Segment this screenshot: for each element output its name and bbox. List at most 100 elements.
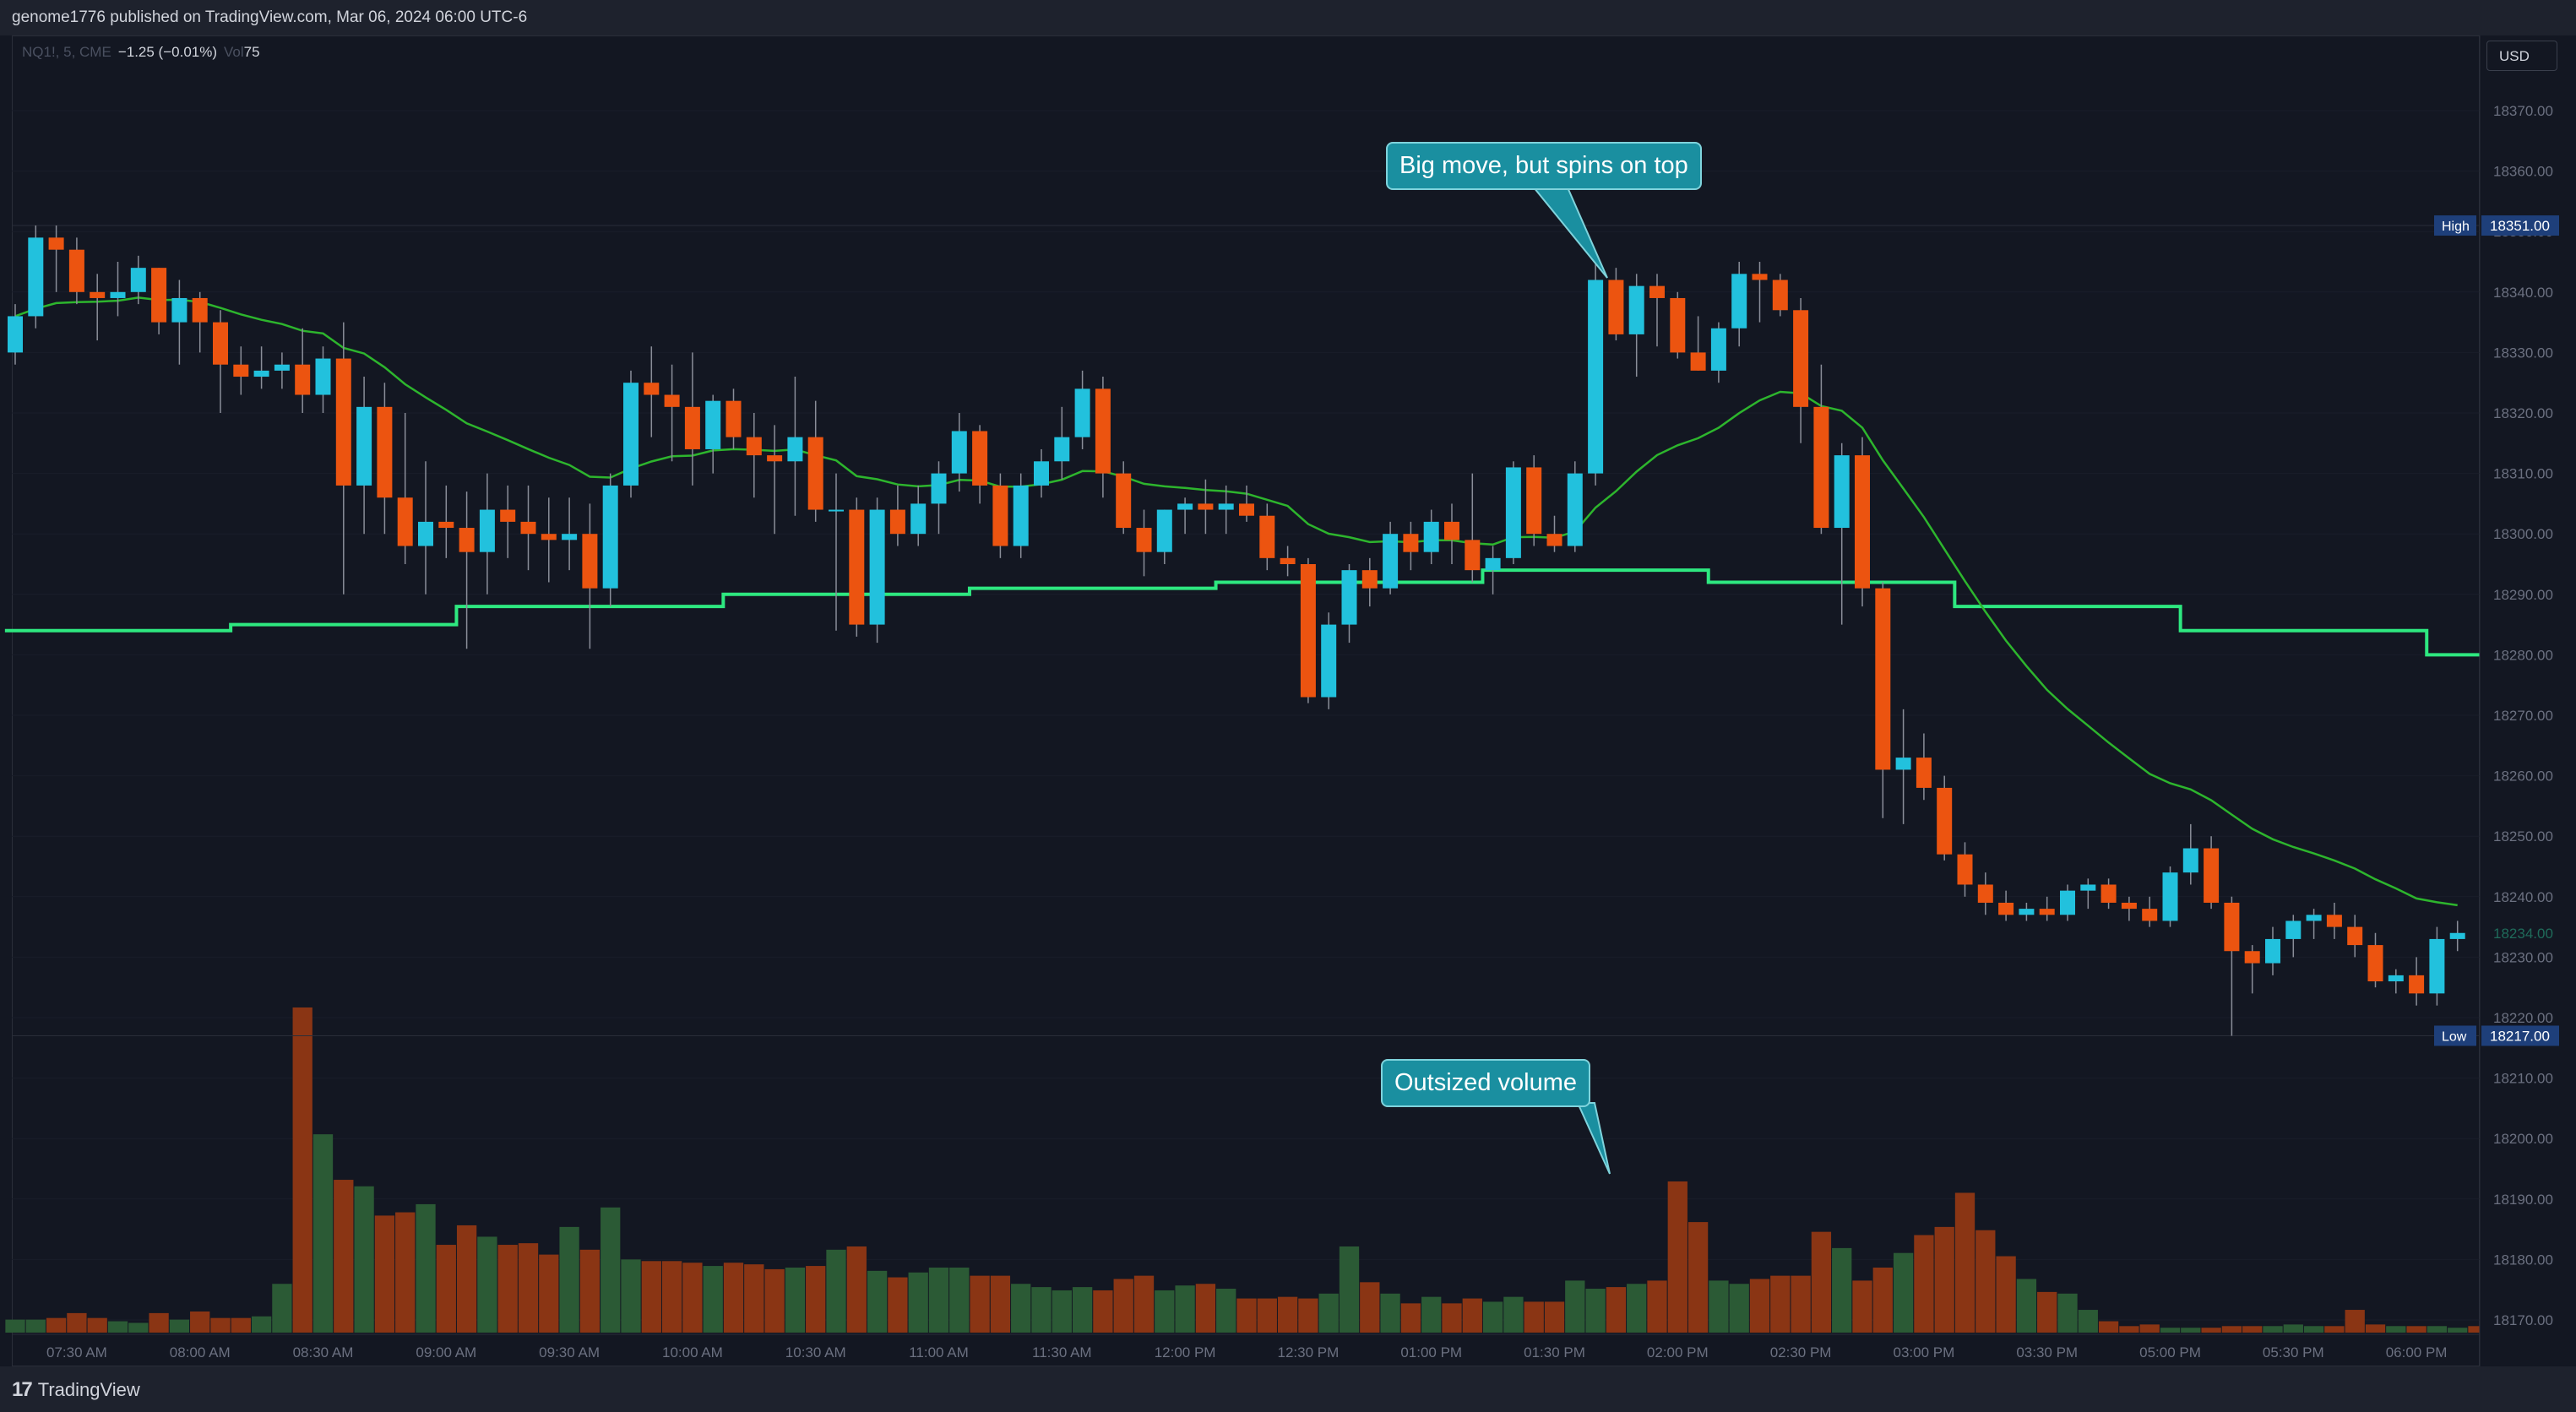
candle-body bbox=[1054, 437, 1070, 462]
candle bbox=[418, 461, 433, 595]
time-tick-label: 07:30 AM bbox=[46, 1344, 107, 1360]
candle bbox=[2080, 878, 2096, 910]
candle bbox=[1977, 872, 1993, 915]
candle-body bbox=[295, 364, 311, 395]
volume-bar bbox=[395, 1212, 416, 1333]
candle bbox=[1526, 455, 1542, 546]
candle bbox=[233, 346, 249, 395]
price-tick-label: 18220.00 bbox=[2493, 1010, 2553, 1026]
candle bbox=[2265, 926, 2280, 975]
candle bbox=[151, 268, 167, 334]
volume-bar bbox=[1380, 1293, 1400, 1333]
candle-body bbox=[233, 364, 249, 377]
annotation-big-move[interactable]: Big move, but spins on top bbox=[1386, 142, 1702, 190]
high-badge-value-box bbox=[2481, 215, 2559, 236]
time-tick-label: 03:30 PM bbox=[2016, 1344, 2078, 1360]
candle bbox=[1444, 503, 1459, 564]
volume-bar bbox=[601, 1207, 621, 1333]
volume-bar bbox=[928, 1268, 949, 1333]
candle-body bbox=[479, 509, 495, 552]
candle-body bbox=[110, 291, 126, 298]
candle bbox=[2162, 866, 2178, 927]
candle bbox=[1074, 370, 1090, 449]
time-tick-label: 08:00 AM bbox=[170, 1344, 231, 1360]
volume-bar bbox=[1318, 1293, 1339, 1333]
candle-body bbox=[1855, 455, 1870, 589]
candle bbox=[438, 485, 454, 558]
volume-bar bbox=[1072, 1287, 1093, 1333]
volume-bar bbox=[292, 1007, 312, 1333]
volume-bar bbox=[2345, 1310, 2365, 1333]
volume-bar bbox=[2427, 1326, 2448, 1333]
candle bbox=[192, 291, 208, 353]
candle-body bbox=[356, 406, 372, 486]
candle-body bbox=[1280, 557, 1296, 564]
volume-bar bbox=[682, 1263, 703, 1333]
candle bbox=[644, 346, 660, 437]
tradingview-brand[interactable]: 17 TradingView bbox=[12, 1378, 140, 1402]
candle-body bbox=[1403, 534, 1419, 552]
time-tick-label: 02:30 PM bbox=[1770, 1344, 1832, 1360]
candle-body bbox=[1998, 902, 2014, 915]
volume-bar bbox=[1852, 1280, 1872, 1333]
candle bbox=[377, 383, 393, 535]
volume-bar bbox=[497, 1245, 518, 1333]
candle bbox=[1649, 274, 1665, 347]
volume-bar bbox=[190, 1311, 210, 1333]
candle bbox=[1690, 316, 1706, 371]
volume-bar bbox=[107, 1321, 128, 1333]
candle-body bbox=[130, 268, 146, 292]
candle bbox=[767, 425, 783, 535]
candle-body bbox=[1526, 467, 1542, 535]
candle-body bbox=[2060, 890, 2075, 915]
candle bbox=[1116, 461, 1132, 535]
volume-bar bbox=[949, 1268, 970, 1333]
volume-bar bbox=[1524, 1301, 1544, 1333]
currency-button[interactable]: USD bbox=[2486, 41, 2557, 71]
volume-bar bbox=[1257, 1298, 1277, 1333]
volume-bar bbox=[990, 1275, 1011, 1333]
volume-bar bbox=[1914, 1235, 1934, 1333]
volume-bar bbox=[2365, 1324, 2386, 1333]
candle-body bbox=[787, 437, 803, 462]
candle bbox=[2244, 945, 2260, 994]
candle-body bbox=[1198, 503, 1214, 510]
candle bbox=[2429, 926, 2445, 1006]
candle-body bbox=[192, 297, 208, 323]
volume-bar bbox=[46, 1317, 67, 1333]
candle-body bbox=[90, 291, 106, 298]
volume-bar bbox=[621, 1259, 641, 1333]
time-tick-label: 08:30 AM bbox=[293, 1344, 354, 1360]
candle-body bbox=[992, 485, 1008, 546]
candle-body bbox=[2244, 951, 2260, 964]
candle-body bbox=[1116, 473, 1132, 529]
candle-body bbox=[1465, 540, 1481, 571]
candle-body bbox=[1957, 854, 1973, 885]
candle bbox=[2039, 896, 2055, 921]
candle-body bbox=[151, 268, 167, 323]
candle-body bbox=[910, 503, 927, 535]
volume-bar bbox=[579, 1249, 601, 1333]
candle-body bbox=[829, 509, 844, 512]
symbol-label[interactable]: NQ1!, 5, CME bbox=[22, 44, 111, 60]
volume-bar bbox=[2221, 1326, 2242, 1333]
annotation-outsized-volume[interactable]: Outsized volume bbox=[1381, 1059, 1590, 1107]
candle-body bbox=[2306, 915, 2322, 921]
candle bbox=[68, 237, 84, 305]
candle-body bbox=[335, 358, 351, 486]
candle bbox=[582, 503, 598, 649]
candle bbox=[1361, 557, 1378, 607]
candle bbox=[1465, 473, 1481, 583]
candle-body bbox=[438, 521, 454, 529]
candle bbox=[972, 425, 988, 504]
volume-bar bbox=[1155, 1290, 1175, 1333]
candle-body bbox=[582, 534, 598, 589]
candle-body bbox=[869, 509, 885, 625]
volume-bar bbox=[1482, 1301, 1503, 1333]
candle bbox=[520, 485, 536, 571]
volume-bar bbox=[539, 1254, 559, 1333]
price-tick-label: 18200.00 bbox=[2493, 1131, 2553, 1147]
price-tick-label: 18190.00 bbox=[2493, 1192, 2553, 1208]
candle bbox=[2347, 915, 2363, 958]
